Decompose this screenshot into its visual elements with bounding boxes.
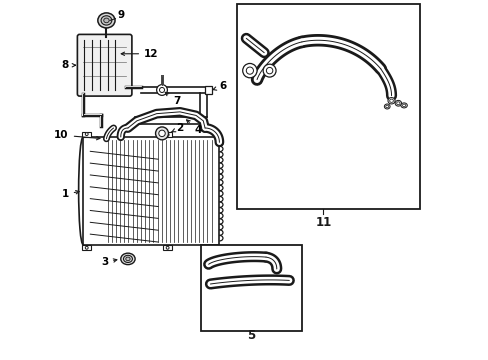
Circle shape bbox=[156, 85, 167, 95]
Ellipse shape bbox=[402, 104, 405, 107]
Text: 11: 11 bbox=[315, 216, 331, 229]
Bar bbox=[82, 245, 91, 250]
Ellipse shape bbox=[123, 255, 132, 262]
Text: 5: 5 bbox=[247, 329, 255, 342]
Text: 8: 8 bbox=[61, 60, 75, 70]
Bar bbox=[237, 4, 419, 209]
Text: 6: 6 bbox=[213, 81, 226, 91]
Bar bbox=[205, 86, 211, 94]
Ellipse shape bbox=[103, 18, 109, 23]
Circle shape bbox=[166, 134, 169, 136]
Circle shape bbox=[266, 67, 272, 74]
Circle shape bbox=[85, 133, 88, 135]
Text: 2: 2 bbox=[171, 123, 183, 133]
Circle shape bbox=[246, 67, 253, 74]
Text: 12: 12 bbox=[121, 49, 158, 59]
Circle shape bbox=[85, 246, 88, 249]
Text: 7: 7 bbox=[165, 93, 180, 106]
Circle shape bbox=[159, 87, 164, 93]
Ellipse shape bbox=[98, 13, 115, 28]
Ellipse shape bbox=[394, 100, 401, 106]
Circle shape bbox=[242, 63, 257, 78]
FancyBboxPatch shape bbox=[77, 35, 132, 96]
Ellipse shape bbox=[389, 99, 392, 102]
Text: 10: 10 bbox=[54, 130, 100, 140]
Bar bbox=[163, 132, 172, 137]
Ellipse shape bbox=[385, 105, 388, 108]
Text: 4: 4 bbox=[186, 120, 201, 135]
Bar bbox=[163, 245, 172, 250]
Circle shape bbox=[155, 127, 168, 140]
Bar bbox=[82, 132, 91, 136]
Text: 3: 3 bbox=[101, 257, 117, 267]
Circle shape bbox=[159, 130, 165, 136]
Ellipse shape bbox=[400, 103, 407, 108]
Bar bbox=[201, 244, 301, 330]
Circle shape bbox=[166, 246, 169, 249]
Text: 9: 9 bbox=[117, 10, 124, 20]
Ellipse shape bbox=[384, 104, 389, 109]
Ellipse shape bbox=[125, 257, 130, 261]
Ellipse shape bbox=[101, 16, 112, 25]
Ellipse shape bbox=[396, 102, 399, 105]
Circle shape bbox=[263, 64, 276, 77]
Ellipse shape bbox=[387, 98, 394, 104]
Text: 1: 1 bbox=[61, 189, 79, 199]
Bar bbox=[83, 137, 219, 244]
Ellipse shape bbox=[121, 253, 135, 265]
